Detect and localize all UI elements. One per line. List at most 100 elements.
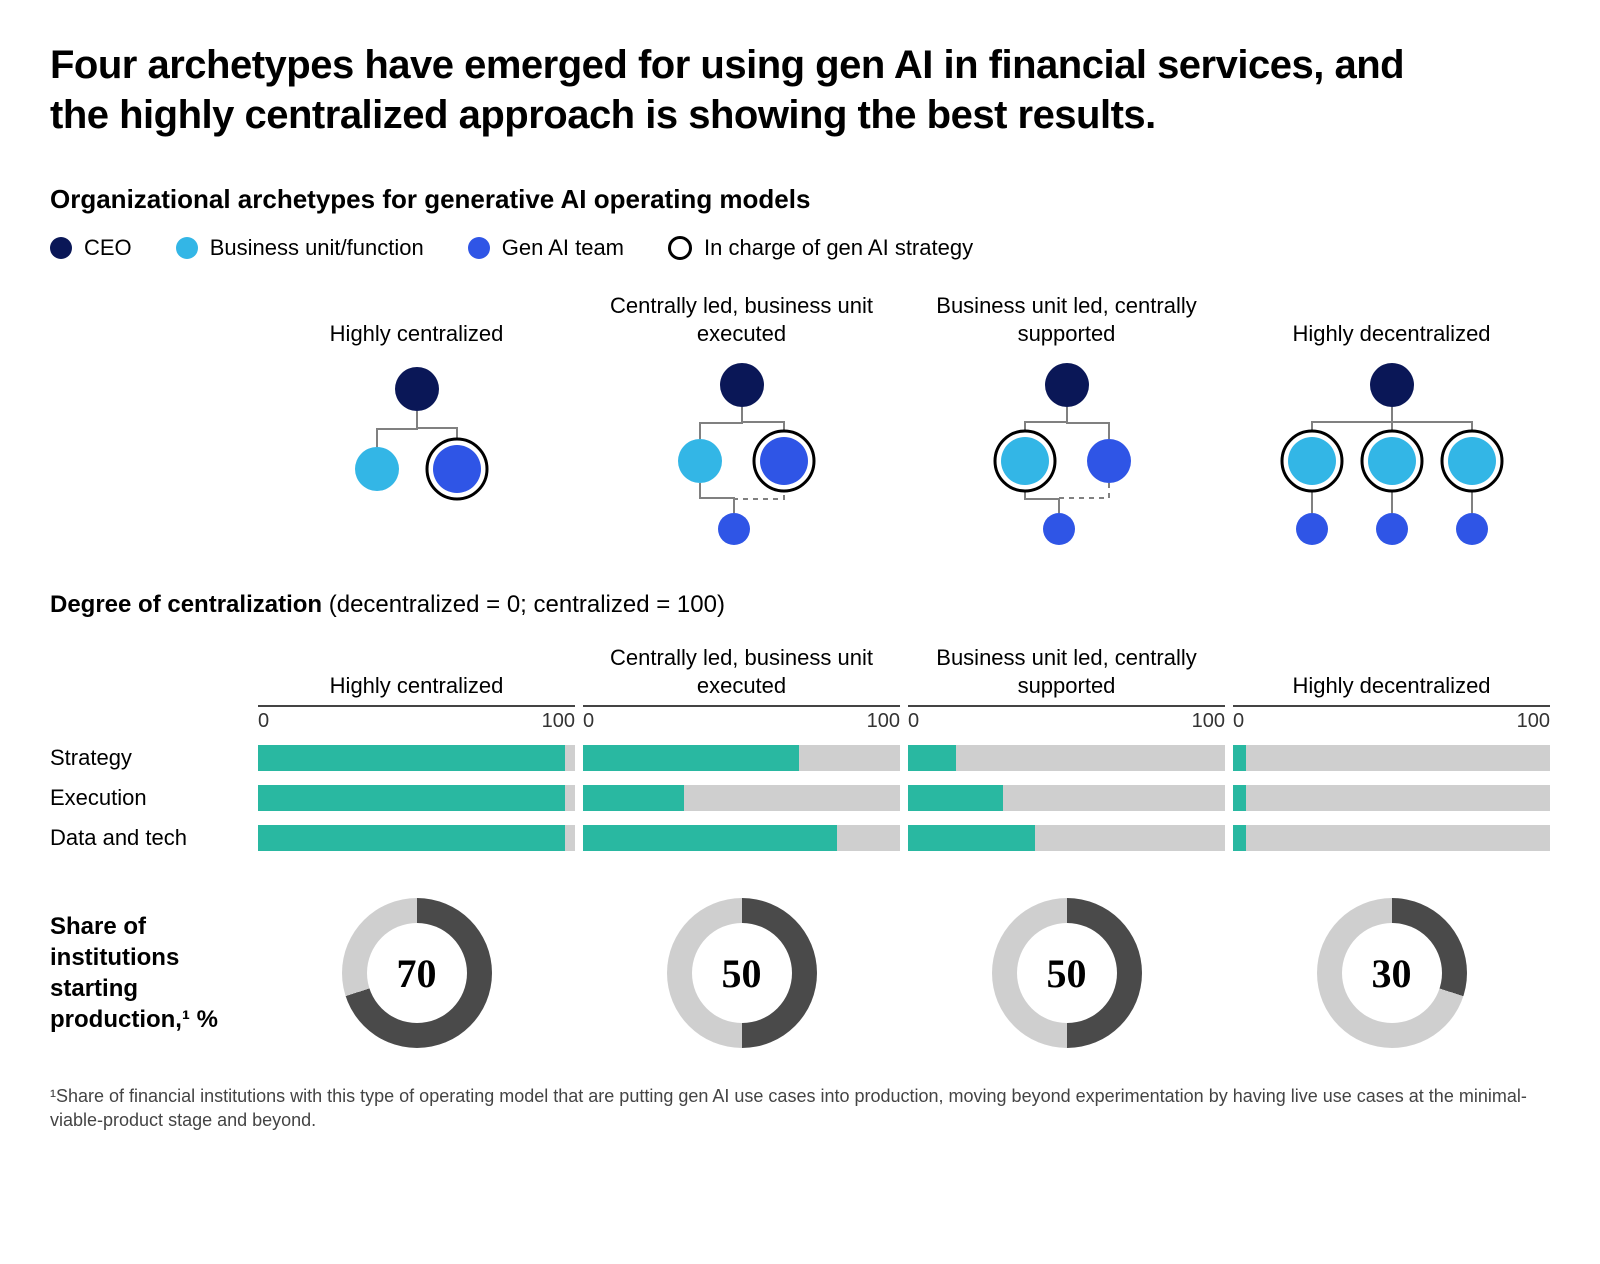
legend: CEO Business unit/function Gen AI team In c… — [50, 235, 1550, 261]
org-node-ceo — [720, 363, 764, 407]
ring-icon — [668, 236, 692, 260]
bars-grid: Highly centralizedCentrally led, busines… — [50, 643, 1550, 858]
axis-max: 100 — [1192, 710, 1225, 733]
legend-label: In charge of gen AI strategy — [704, 235, 973, 261]
org-diagram — [947, 361, 1187, 561]
archetype-title: Highly decentralized — [1292, 291, 1490, 347]
legend-label: Business unit/function — [210, 235, 424, 261]
donut-value: 70 — [367, 923, 467, 1023]
bar-track — [908, 745, 1225, 771]
bar-fill — [908, 745, 956, 771]
org-edge — [700, 407, 742, 439]
bar-track — [1233, 745, 1550, 771]
org-node-ceo — [1045, 363, 1089, 407]
bar-fill — [258, 825, 565, 851]
bar-track — [258, 785, 575, 811]
axis-max: 100 — [1517, 710, 1550, 733]
org-node-bu — [1288, 437, 1336, 485]
archetype-bl: Business unit led, centrally supported — [908, 291, 1225, 561]
donut-wrap: 50 — [583, 898, 900, 1048]
archetype-title: Business unit led, centrally supported — [908, 291, 1225, 347]
org-node-bu — [1448, 437, 1496, 485]
bar-track — [583, 785, 900, 811]
bars-column-title: Centrally led, business unit executed — [583, 643, 900, 699]
archetype-hd: Highly decentralized — [1233, 291, 1550, 561]
axis-min: 0 — [908, 710, 919, 733]
degree-title: Degree of centralization (decentralized … — [50, 591, 1550, 619]
bar-fill — [1233, 825, 1246, 851]
bars-row-label: Strategy — [50, 738, 250, 778]
legend-item-ceo: CEO — [50, 235, 132, 261]
org-edge — [1067, 407, 1109, 439]
donut-value: 50 — [1017, 923, 1117, 1023]
org-node-bu — [1368, 437, 1416, 485]
donut-chart: 50 — [992, 898, 1142, 1048]
bars-row-label: Data and tech — [50, 818, 250, 858]
axis-ticks: 0 100 — [583, 705, 900, 733]
legend-label: Gen AI team — [502, 235, 624, 261]
donut-row: Share of institutions starting productio… — [50, 898, 1550, 1048]
donut-value: 50 — [692, 923, 792, 1023]
degree-title-rest: (decentralized = 0; centralized = 100) — [322, 591, 725, 618]
bars-column-title: Business unit led, centrally supported — [908, 643, 1225, 699]
archetypes-row: Highly centralizedCentrally led, busines… — [50, 291, 1550, 561]
bar-track — [258, 745, 575, 771]
donut-chart: 30 — [1317, 898, 1467, 1048]
legend-item-lead: In charge of gen AI strategy — [668, 235, 973, 261]
org-diagram — [622, 361, 862, 561]
donut-wrap: 30 — [1233, 898, 1550, 1048]
axis-min: 0 — [583, 710, 594, 733]
bar-fill — [1233, 745, 1246, 771]
org-edge — [377, 411, 417, 447]
org-node-genai — [1296, 513, 1328, 545]
org-node-ceo — [395, 367, 439, 411]
archetype-title: Centrally led, business unit executed — [583, 291, 900, 347]
axis-ticks: 0 100 — [908, 705, 1225, 733]
org-diagram — [297, 361, 537, 531]
bar-track — [908, 825, 1225, 851]
axis-ticks: 0 100 — [1233, 705, 1550, 733]
degree-title-bold: Degree of centralization — [50, 591, 322, 618]
axis-min: 0 — [1233, 710, 1244, 733]
bar-fill — [908, 785, 1003, 811]
org-node-genai — [1376, 513, 1408, 545]
donut-lead-label: Share of institutions starting productio… — [50, 911, 250, 1036]
org-edge — [1059, 483, 1109, 513]
genai-dot-icon — [468, 237, 490, 259]
org-node-genai — [760, 437, 808, 485]
footnote: ¹Share of financial institutions with th… — [50, 1084, 1550, 1133]
subhead-org-archetypes: Organizational archetypes for generative… — [50, 184, 1550, 215]
bar-track — [258, 825, 575, 851]
org-edge — [700, 483, 734, 513]
donut-wrap: 70 — [258, 898, 575, 1048]
axis-ticks: 0100 — [258, 705, 575, 733]
org-node-bu — [1001, 437, 1049, 485]
legend-item-bu: Business unit/function — [176, 235, 424, 261]
bar-fill — [583, 785, 684, 811]
bar-track — [583, 825, 900, 851]
bar-fill — [908, 825, 1035, 851]
org-node-genai — [433, 445, 481, 493]
bars-row-label: Execution — [50, 778, 250, 818]
org-node-bu — [678, 439, 722, 483]
donut-value: 30 — [1342, 923, 1442, 1023]
org-node-genai — [1043, 513, 1075, 545]
donut-chart: 70 — [342, 898, 492, 1048]
donut-chart: 50 — [667, 898, 817, 1048]
headline: Four archetypes have emerged for using g… — [50, 40, 1450, 140]
bars-column-title: Highly centralized — [258, 643, 575, 699]
donut-wrap: 50 — [908, 898, 1225, 1048]
org-node-genai — [1456, 513, 1488, 545]
bar-fill — [258, 745, 565, 771]
bar-track — [583, 745, 900, 771]
bars-column-title: Highly decentralized — [1233, 643, 1550, 699]
archetype-hc: Highly centralized — [258, 291, 575, 531]
org-node-bu — [355, 447, 399, 491]
axis-max: 100 — [867, 710, 900, 733]
ceo-dot-icon — [50, 237, 72, 259]
archetype-cl: Centrally led, business unit executed — [583, 291, 900, 561]
legend-item-genai: Gen AI team — [468, 235, 624, 261]
axis-min: 0 — [258, 710, 269, 733]
bar-fill — [583, 825, 837, 851]
bar-track — [1233, 785, 1550, 811]
